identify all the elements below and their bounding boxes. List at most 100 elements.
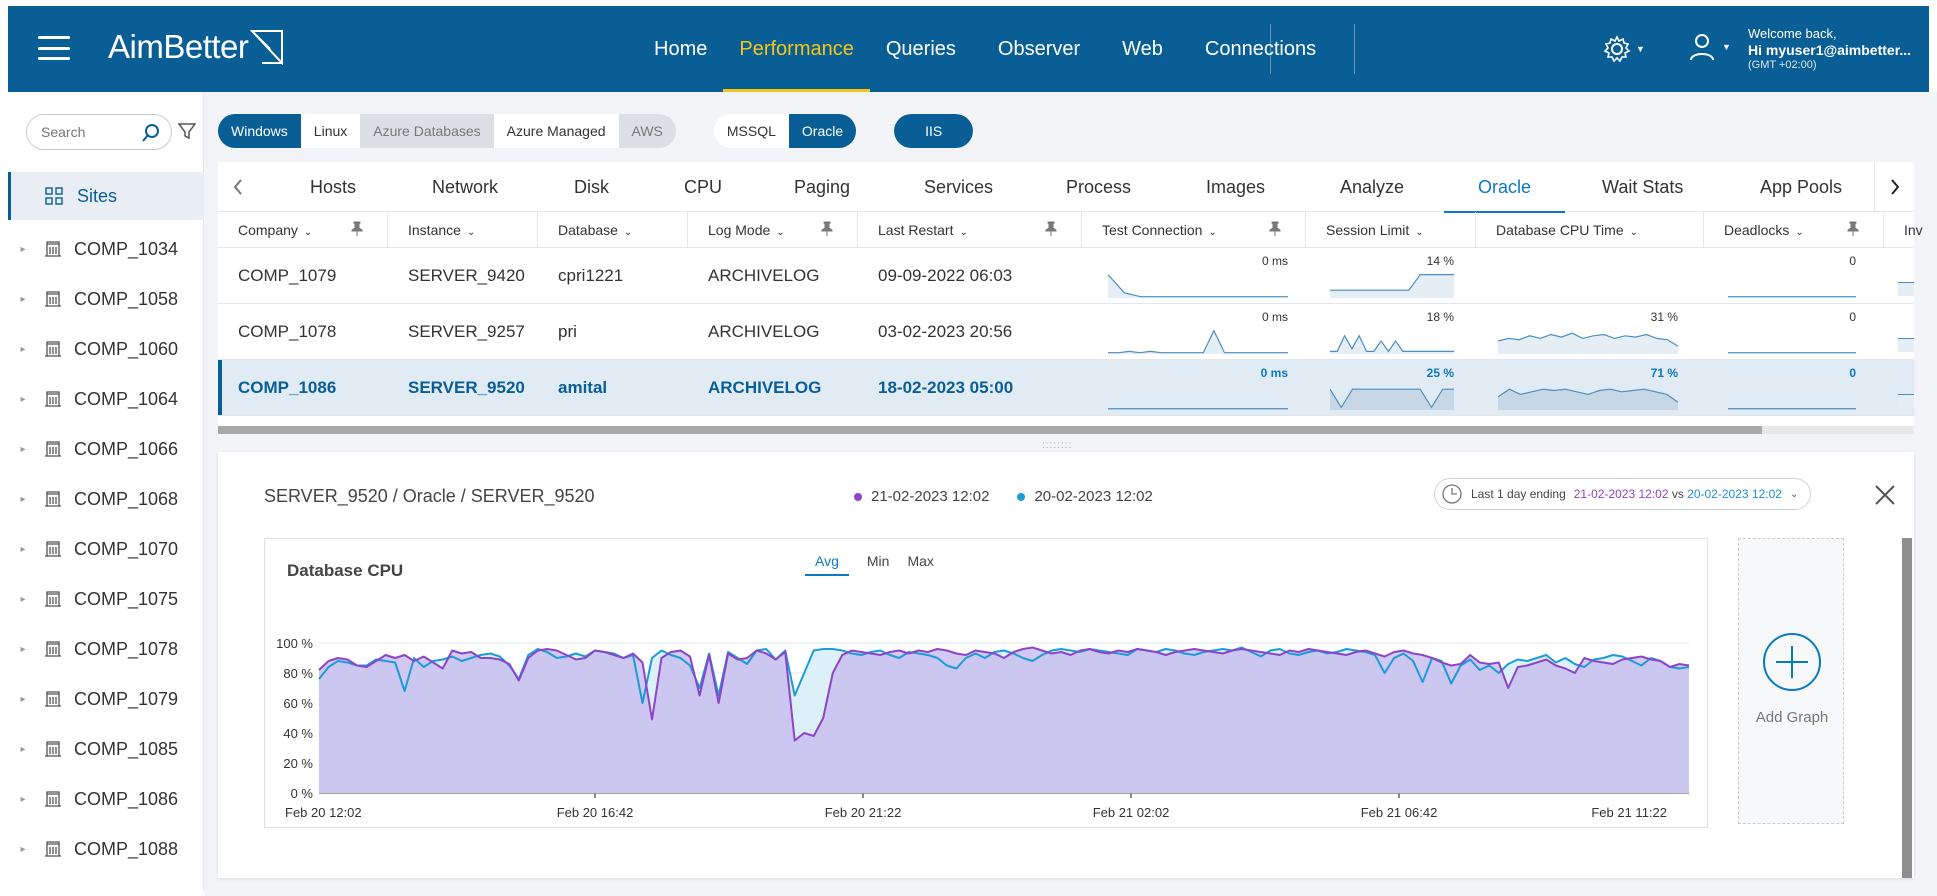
tab-min[interactable]: Min <box>866 553 890 569</box>
search-input[interactable] <box>27 115 127 149</box>
sparkline-deadlocks[interactable]: 0 <box>1728 254 1856 300</box>
horizontal-scrollbar[interactable] <box>218 426 1914 434</box>
column-header-deadlocks[interactable]: Deadlocks ⌄ <box>1704 212 1884 248</box>
sparkline-cpu-time[interactable]: 31 % <box>1498 310 1678 356</box>
filter-azure-managed[interactable]: Azure Managed <box>493 114 619 148</box>
series-line-previous[interactable] <box>318 646 1690 704</box>
table-row[interactable]: COMP_1079 SERVER_9420 cpri1221 ARCHIVELOG 09… <box>218 248 1914 304</box>
sparkline-deadlocks[interactable]: 0 <box>1728 366 1856 412</box>
sidebar-item-company[interactable]: ▸ COMP_1066 <box>8 424 204 474</box>
tab-analyze[interactable]: Analyze <box>1340 177 1405 197</box>
resize-handle[interactable]: :::::::: <box>1042 440 1073 451</box>
tabs-prev-button[interactable] <box>218 162 258 212</box>
caret-right-icon[interactable]: ▸ <box>20 793 26 805</box>
caret-right-icon[interactable]: ▸ <box>20 843 26 855</box>
search-icon[interactable] <box>141 123 161 143</box>
series-line-current[interactable] <box>318 646 1690 742</box>
column-header-test-connection[interactable]: Test Connection ⌄ <box>1082 212 1306 248</box>
settings-menu[interactable]: ▼ <box>1602 34 1645 64</box>
tab-process[interactable]: Process <box>1066 177 1132 197</box>
scrollbar-thumb[interactable] <box>218 426 1762 434</box>
tab-wait-stats[interactable]: Wait Stats <box>1602 177 1684 197</box>
legend-item-previous[interactable]: 20-02-2023 12:02 <box>1017 488 1153 505</box>
column-header-database[interactable]: Database ⌄ <box>538 212 688 248</box>
tab-services[interactable]: Services <box>924 177 994 197</box>
column-header-log-mode[interactable]: Log Mode ⌄ <box>688 212 858 248</box>
nav-web[interactable]: Web <box>1122 38 1163 60</box>
menu-icon[interactable] <box>38 36 70 60</box>
caret-right-icon[interactable]: ▸ <box>20 643 26 655</box>
filter-aws[interactable]: AWS <box>618 114 676 148</box>
vertical-scrollbar[interactable] <box>1902 538 1912 878</box>
nav-performance[interactable]: Performance <box>723 6 870 92</box>
pin-icon[interactable] <box>1268 221 1282 237</box>
caret-right-icon[interactable]: ▸ <box>20 443 26 455</box>
sparkline-test-conn[interactable]: 0 ms <box>1108 310 1288 356</box>
filter-windows[interactable]: Windows <box>218 114 301 148</box>
sidebar-item-sites[interactable]: Sites <box>8 172 204 220</box>
close-icon[interactable] <box>1874 484 1896 506</box>
table-row[interactable]: COMP_1078 SERVER_9257 pri ARCHIVELOG 03-02-2… <box>218 304 1914 360</box>
sparkline-test-conn[interactable]: 0 ms <box>1108 366 1288 412</box>
tab-oracle[interactable]: Oracle <box>1443 162 1566 213</box>
legend-item-current[interactable]: 21-02-2023 12:02 <box>854 488 989 505</box>
nav-observer[interactable]: Observer <box>997 38 1081 60</box>
tab-app-pools[interactable]: App Pools <box>1760 177 1843 197</box>
caret-right-icon[interactable]: ▸ <box>20 293 26 305</box>
nav-connections[interactable]: Connections <box>1204 38 1317 60</box>
sparkline-session-limit[interactable]: 18 % <box>1330 310 1454 356</box>
pin-icon[interactable] <box>350 221 364 237</box>
tabs-next-button[interactable] <box>1874 162 1914 212</box>
sidebar-item-company[interactable]: ▸ COMP_1068 <box>8 474 204 524</box>
tab-max[interactable]: Max <box>907 553 934 569</box>
sidebar-item-company[interactable]: ▸ COMP_1034 <box>8 224 204 274</box>
column-header-instance[interactable]: Instance ⌄ <box>388 212 538 248</box>
caret-right-icon[interactable]: ▸ <box>20 393 26 405</box>
filter-icon[interactable] <box>178 122 196 140</box>
sidebar-item-company[interactable]: ▸ COMP_1079 <box>8 674 204 724</box>
sidebar-item-company[interactable]: ▸ COMP_1064 <box>8 374 204 424</box>
sidebar-item-company[interactable]: ▸ COMP_1060 <box>8 324 204 374</box>
add-graph-button[interactable]: Add Graph <box>1738 538 1844 824</box>
pin-icon[interactable] <box>820 221 834 237</box>
caret-right-icon[interactable]: ▸ <box>20 743 26 755</box>
sidebar-item-company[interactable]: ▸ COMP_1086 <box>8 774 204 824</box>
sparkline-session-limit[interactable]: 14 % <box>1330 254 1454 300</box>
sparkline-cpu-time[interactable]: 71 % <box>1498 366 1678 412</box>
sidebar-item-company[interactable]: ▸ COMP_1058 <box>8 274 204 324</box>
filter-linux[interactable]: Linux <box>300 114 361 148</box>
filter-iis[interactable]: IIS <box>894 114 974 148</box>
caret-right-icon[interactable]: ▸ <box>20 343 26 355</box>
tab-avg[interactable]: Avg <box>805 553 849 576</box>
sparkline-deadlocks[interactable]: 0 <box>1728 310 1856 356</box>
pin-icon[interactable] <box>1846 221 1860 237</box>
filter-mssql[interactable]: MSSQL <box>713 114 789 148</box>
caret-right-icon[interactable]: ▸ <box>20 543 26 555</box>
caret-right-icon[interactable]: ▸ <box>20 493 26 505</box>
logo[interactable]: AimBetter <box>108 28 284 66</box>
cpu-chart[interactable]: 0 % 20 % 40 % 60 % 80 % 100 % Feb 20 12:02 Feb … <box>265 539 1709 829</box>
filter-azure-databases[interactable]: Azure Databases <box>360 114 494 148</box>
column-header-company[interactable]: Company ⌄ <box>218 212 388 248</box>
column-header-session-limit[interactable]: Session Limit ⌄ <box>1306 212 1476 248</box>
sparkline-test-conn[interactable]: 0 ms <box>1108 254 1288 300</box>
time-range-selector[interactable]: Last 1 day ending 21-02-2023 12:02 vs 20… <box>1434 478 1812 510</box>
table-row[interactable]: COMP_1086 SERVER_9520 amital ARCHIVELOG 18-0… <box>218 360 1914 416</box>
column-header-last-restart[interactable]: Last Restart ⌄ <box>858 212 1082 248</box>
tab-paging[interactable]: Paging <box>794 177 851 197</box>
column-header-inv[interactable]: Inv <box>1884 212 1937 248</box>
sparkline-cpu-time[interactable] <box>1498 254 1678 300</box>
tab-disk[interactable]: Disk <box>574 177 609 197</box>
sidebar-item-company[interactable]: ▸ COMP_1075 <box>8 574 204 624</box>
pin-icon[interactable] <box>1044 221 1058 237</box>
user-menu[interactable]: ▼ <box>1688 32 1731 62</box>
sidebar-item-company[interactable]: ▸ COMP_1078 <box>8 624 204 674</box>
caret-right-icon[interactable]: ▸ <box>20 593 26 605</box>
sidebar-item-company[interactable]: ▸ COMP_1085 <box>8 724 204 774</box>
caret-right-icon[interactable]: ▸ <box>20 693 26 705</box>
nav-home[interactable]: Home <box>654 38 708 60</box>
filter-oracle[interactable]: Oracle <box>788 114 857 148</box>
sparkline-session-limit[interactable]: 25 % <box>1330 366 1454 412</box>
column-header-database-cpu-time[interactable]: Database CPU Time ⌄ <box>1476 212 1704 248</box>
tab-network[interactable]: Network <box>432 177 499 197</box>
